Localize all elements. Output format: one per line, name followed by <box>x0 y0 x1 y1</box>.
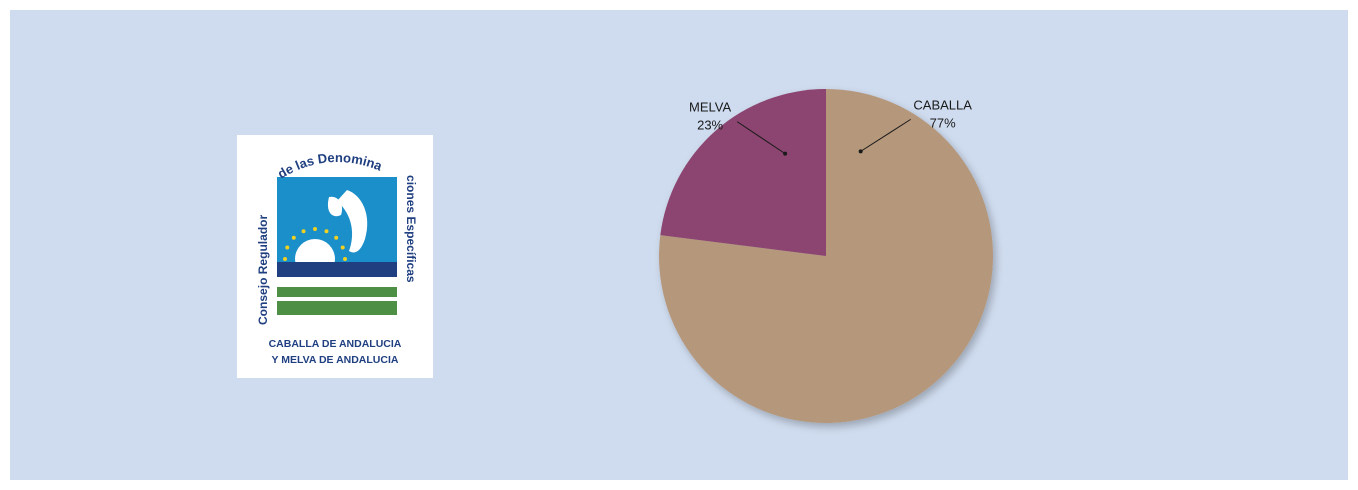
logo-text-right: ciones Específicas <box>404 175 418 283</box>
chart-panel: de las Denomina Consejo Regulador ciones… <box>10 10 1348 480</box>
logo-sun-ray <box>301 229 306 234</box>
logo-line-1: CABALLA DE ANDALUCIA <box>269 338 402 350</box>
logo-sun-ray <box>334 235 339 240</box>
logo-line-2: Y MELVA DE ANDALUCIA <box>272 354 399 366</box>
logo-sun-ray <box>340 245 345 250</box>
logo-emblem: de las Denomina Consejo Regulador ciones… <box>256 150 418 366</box>
logo-sky <box>277 177 397 262</box>
logo-text-left: Consejo Regulador <box>256 214 270 325</box>
logo-wave <box>277 280 397 285</box>
leader-dot-caballa <box>858 149 863 154</box>
logo-fish-small <box>327 196 343 217</box>
leader-line-caballa <box>860 118 911 152</box>
logo-sun-ray <box>324 229 329 234</box>
logo-land-lower <box>277 301 397 315</box>
logo-sun-ray <box>313 227 317 231</box>
leader-line-melva <box>736 121 786 155</box>
logo-sun-ray <box>291 235 296 240</box>
logo-sun-ray <box>285 245 290 250</box>
logo-fish <box>337 190 368 253</box>
category-label-caballa: CABALLA <box>913 97 972 112</box>
pie-slice-melva <box>660 88 826 256</box>
logo-sea <box>277 262 397 277</box>
logo: de las Denomina Consejo Regulador ciones… <box>237 135 433 378</box>
logo-sun-ray <box>343 257 347 261</box>
logo-land <box>277 287 397 297</box>
logo-sun-ray <box>283 257 287 261</box>
leader-dot-melva <box>783 151 788 156</box>
category-label-melva: MELVA <box>689 100 731 115</box>
percent-label-caballa: 77% <box>930 115 956 130</box>
percent-label-melva: 23% <box>697 118 723 133</box>
